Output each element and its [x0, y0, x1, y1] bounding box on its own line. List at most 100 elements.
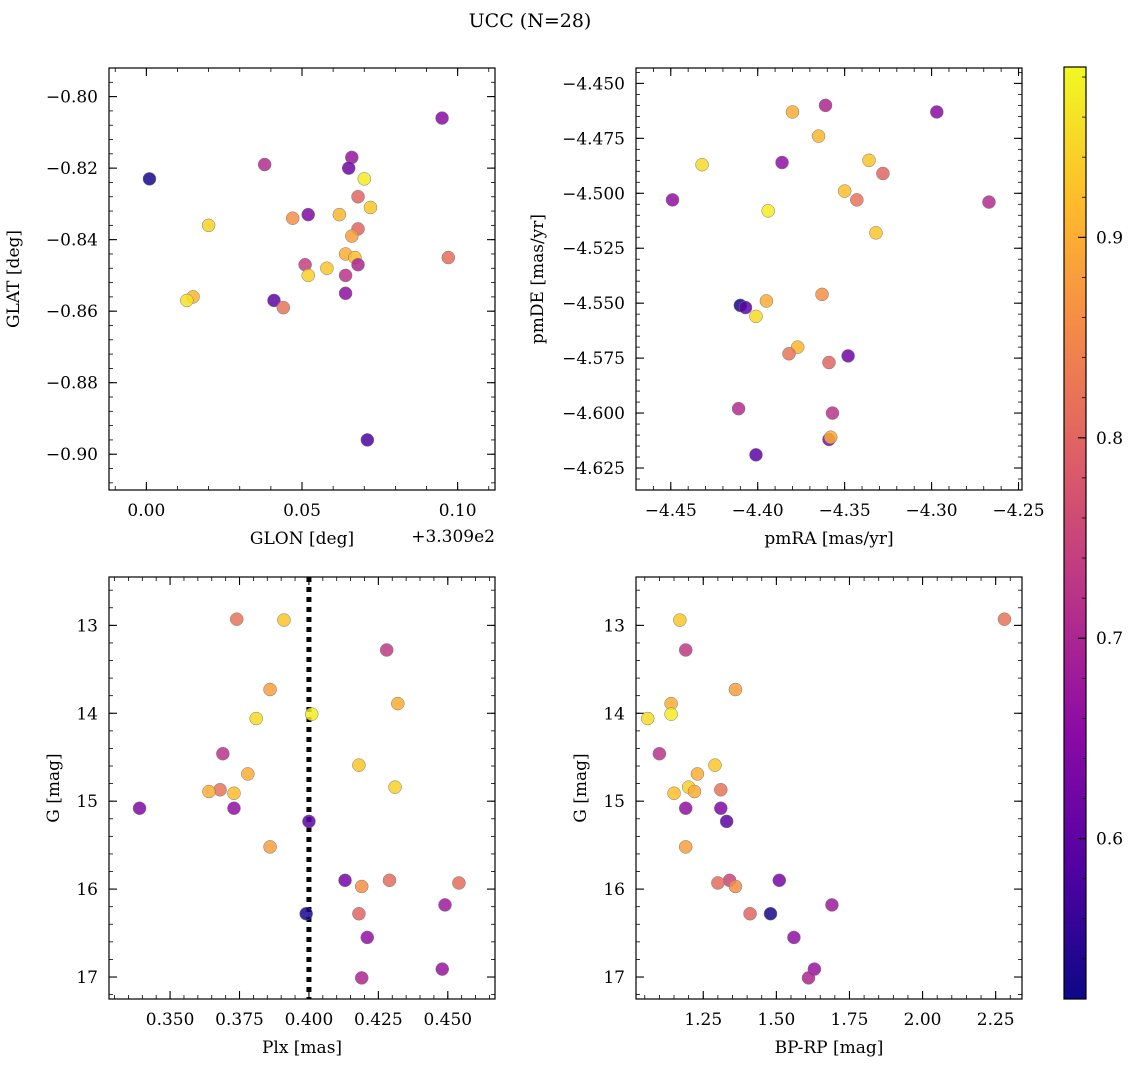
data-point [782, 346, 796, 361]
data-point [277, 613, 291, 627]
data-point [257, 157, 272, 172]
data-point [822, 355, 836, 370]
data-point [678, 801, 693, 815]
data-point [301, 268, 315, 283]
x-tick-label: 0.00 [127, 501, 165, 521]
data-point [731, 401, 746, 416]
data-point [837, 184, 852, 198]
colorbar-tick-label: 0.8 [1096, 429, 1123, 449]
x-tick-label: −4.35 [819, 501, 871, 521]
colorbar-tick-label: 0.9 [1096, 228, 1123, 248]
x-tick-label: 0.375 [215, 1010, 264, 1030]
x-tick-label: 1.50 [757, 1010, 795, 1030]
data-point [749, 448, 763, 462]
x-tick-label: −4.45 [645, 501, 697, 521]
data-point [841, 349, 855, 363]
y-tick-label: 14 [76, 704, 98, 724]
data-point [640, 711, 655, 726]
data-point [360, 930, 375, 945]
panel-glon-glat: 0.00 0.05 0.10 −0.80 −0.82 −0.84 −0.86 −0.88 −0.… [4, 67, 496, 549]
axes-frame [635, 576, 1023, 1000]
colorbar-tick-label: 0.7 [1096, 629, 1123, 649]
data-point [363, 200, 378, 215]
y-tick-label: −0.82 [46, 159, 98, 179]
data-point [441, 250, 456, 265]
data-point [761, 204, 775, 218]
data-point [772, 873, 787, 888]
x-tick-label: 0.450 [423, 1010, 472, 1030]
x-axis-label: pmRA [mas/yr] [764, 529, 893, 549]
data-point [749, 309, 763, 324]
y-tick-label: 13 [603, 616, 625, 636]
data-point [850, 193, 864, 207]
data-point [738, 300, 753, 315]
data-point [351, 189, 365, 204]
data-point [304, 707, 319, 721]
data-point [338, 873, 352, 888]
panel-pmra-pmde: −4.45 −4.40 −4.35 −4.30 −4.25 −4.450 −4.475 −4.… [528, 67, 1045, 549]
data-point [825, 406, 840, 420]
y-tick-label: −0.80 [46, 88, 98, 108]
data-point [690, 767, 705, 781]
y-axis-label: G [mag] [44, 753, 64, 822]
data-point [267, 293, 281, 308]
y-axis-label: pmDE [mas/yr] [528, 214, 548, 344]
data-point [338, 268, 353, 283]
data-point [728, 879, 743, 894]
y-tick-label: 17 [76, 968, 98, 988]
x-tick-label: 0.05 [283, 501, 321, 521]
x-tick-label: −4.40 [732, 501, 784, 521]
y-tick-label: −0.84 [46, 231, 98, 251]
data-point [302, 814, 316, 829]
colorbar: 0.6 0.7 0.8 0.9 [1063, 66, 1123, 1000]
y-tick-label: 13 [76, 616, 98, 636]
x-tick-label: 1.75 [831, 1010, 869, 1030]
y-tick-label: −0.86 [46, 302, 98, 322]
data-point [759, 294, 774, 308]
data-point [930, 105, 944, 119]
data-point [354, 971, 369, 985]
data-point [332, 207, 347, 222]
data-point [719, 814, 734, 829]
minor-ticks [635, 68, 1022, 491]
y-tick-label: −4.600 [562, 404, 625, 424]
colorbar-frame [1063, 66, 1087, 1000]
colorbar-tick-label: 0.6 [1096, 830, 1123, 850]
data-point [787, 930, 801, 945]
colorbar-gradient [1064, 67, 1086, 999]
x-axis-label: BP-RP [mag] [775, 1038, 884, 1058]
y-tick-label: −4.550 [562, 294, 625, 314]
data-point [728, 682, 743, 697]
y-tick-label: −4.575 [562, 349, 625, 369]
y-tick-label: 15 [603, 792, 625, 812]
x-tick-label: 0.400 [285, 1010, 334, 1030]
data-point [216, 746, 230, 761]
data-point [695, 157, 709, 172]
data-point [299, 906, 313, 921]
data-point [285, 211, 300, 225]
data-point [862, 153, 876, 168]
data-point [213, 783, 227, 797]
data-point [227, 786, 241, 801]
data-point [180, 293, 194, 308]
data-point [775, 155, 789, 170]
y-tick-label: −4.525 [562, 239, 625, 259]
x-tick-label: 2.00 [904, 1010, 942, 1030]
x-axis-label: GLON [deg] [250, 529, 354, 549]
data-point [825, 898, 839, 912]
y-tick-label: 16 [76, 880, 98, 900]
data-point [276, 300, 291, 315]
data-point [241, 767, 255, 781]
x-tick-label: −4.30 [906, 501, 958, 521]
data-point [818, 98, 833, 113]
minor-ticks [109, 577, 495, 999]
axes-frame [108, 576, 496, 1000]
data-point [132, 801, 147, 815]
data-point [665, 193, 680, 207]
data-point [142, 172, 157, 186]
data-point [249, 711, 263, 726]
y-axis-label: GLAT [deg] [4, 230, 24, 328]
x-axis-label: Plx [mas] [262, 1038, 342, 1058]
data-point [711, 876, 725, 890]
